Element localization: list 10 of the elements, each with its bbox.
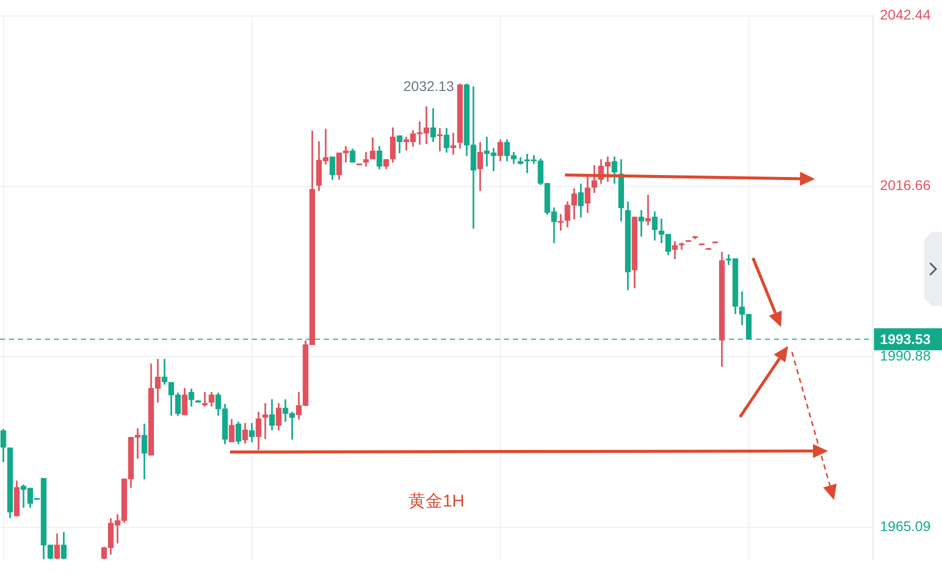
y-tick-label: 2016.66 <box>880 177 931 194</box>
annotation: 黄金1H <box>408 491 464 510</box>
candlestick <box>363 152 369 166</box>
y-tick-label: 1990.88 <box>880 348 931 364</box>
ref-line-label: 1993.53 <box>880 331 931 348</box>
y-tick-label: 2042.44 <box>880 6 931 23</box>
candlestick <box>162 358 168 385</box>
annotation: 2032.13 <box>403 78 454 94</box>
candlestick <box>645 194 651 226</box>
y-tick-label: 1965.09 <box>880 518 931 534</box>
